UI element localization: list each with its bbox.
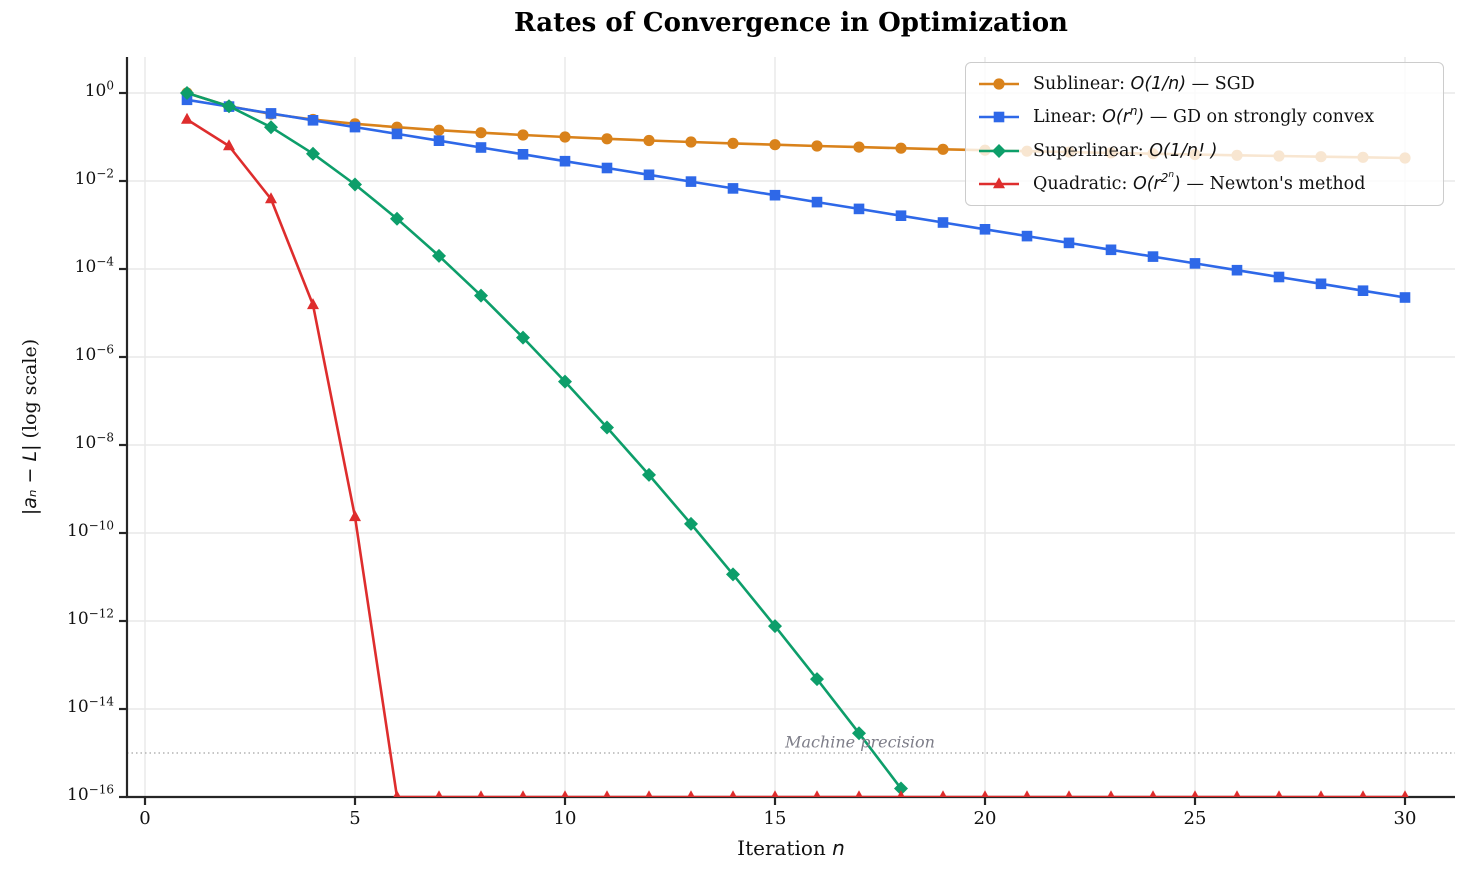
square-marker-icon xyxy=(979,111,1019,123)
legend: Sublinear: O(1/n) — SGD Linear: O(rn) — G… xyxy=(965,62,1444,206)
legend-label-linear: Linear: O(rn) — GD on strongly convex xyxy=(1033,104,1375,128)
y-axis-label: |aₙ − L| (log scale) xyxy=(19,339,41,515)
y-tick-label-1e-6: 10−6 xyxy=(74,342,114,365)
triangle-marker-icon xyxy=(979,177,1019,189)
series-linear xyxy=(181,94,1411,303)
legend-item-quadratic: Quadratic: O(r2n) — Newton's method xyxy=(976,168,1433,201)
x-tick-label-30: 30 xyxy=(1393,808,1417,829)
x-axis-label-math: n xyxy=(832,836,845,860)
circle-marker-icon xyxy=(979,78,1019,90)
x-axis-label-text: Iteration xyxy=(737,836,826,860)
y-tick-label-1e-4: 10−4 xyxy=(74,254,114,277)
x-tick-label-20: 20 xyxy=(973,808,997,829)
legend-item-sublinear: Sublinear: O(1/n) — SGD xyxy=(976,67,1433,100)
series-superlinear xyxy=(180,86,908,796)
y-axis-label-math: |aₙ − L| xyxy=(19,444,41,516)
x-tick-label-5: 5 xyxy=(349,808,361,829)
y-tick-label-1e-12: 10−12 xyxy=(67,606,114,629)
series-line-quadratic xyxy=(185,118,1407,797)
y-tick-label-1e-16: 10−16 xyxy=(67,782,114,805)
y-axis-label-text: (log scale) xyxy=(19,338,41,445)
y-tick-label-1e-2: 10−2 xyxy=(74,166,114,189)
y-tick-label-1e-10: 10−10 xyxy=(67,518,114,541)
legend-label-quadratic: Quadratic: O(r2n) — Newton's method xyxy=(1033,170,1366,195)
machine-precision-annotation: Machine precision xyxy=(785,732,935,752)
legend-label-superlinear: Superlinear: O(1/n! ) xyxy=(1033,140,1218,161)
x-axis-label: Iteration n xyxy=(737,836,845,860)
y-tick-label-1e0: 100 xyxy=(84,78,114,101)
x-tick-label-15: 15 xyxy=(763,808,787,829)
diamond-marker-icon xyxy=(979,143,1019,158)
x-tick-label-0: 0 xyxy=(139,808,151,829)
series-line-linear xyxy=(185,98,1407,299)
legend-item-linear: Linear: O(rn) — GD on strongly convex xyxy=(976,101,1433,134)
x-tick-label-25: 25 xyxy=(1183,808,1207,829)
series-line-superlinear xyxy=(185,91,903,790)
legend-label-sublinear: Sublinear: O(1/n) — SGD xyxy=(1033,73,1255,94)
x-tick-label-10: 10 xyxy=(553,808,577,829)
series-quadratic xyxy=(181,112,1409,797)
legend-item-superlinear: Superlinear: O(1/n! ) xyxy=(976,134,1433,167)
chart-title: Rates of Convergence in Optimization xyxy=(514,8,1068,38)
y-tick-label-1e-8: 10−8 xyxy=(74,430,114,453)
y-tick-label-1e-14: 10−14 xyxy=(67,694,114,717)
